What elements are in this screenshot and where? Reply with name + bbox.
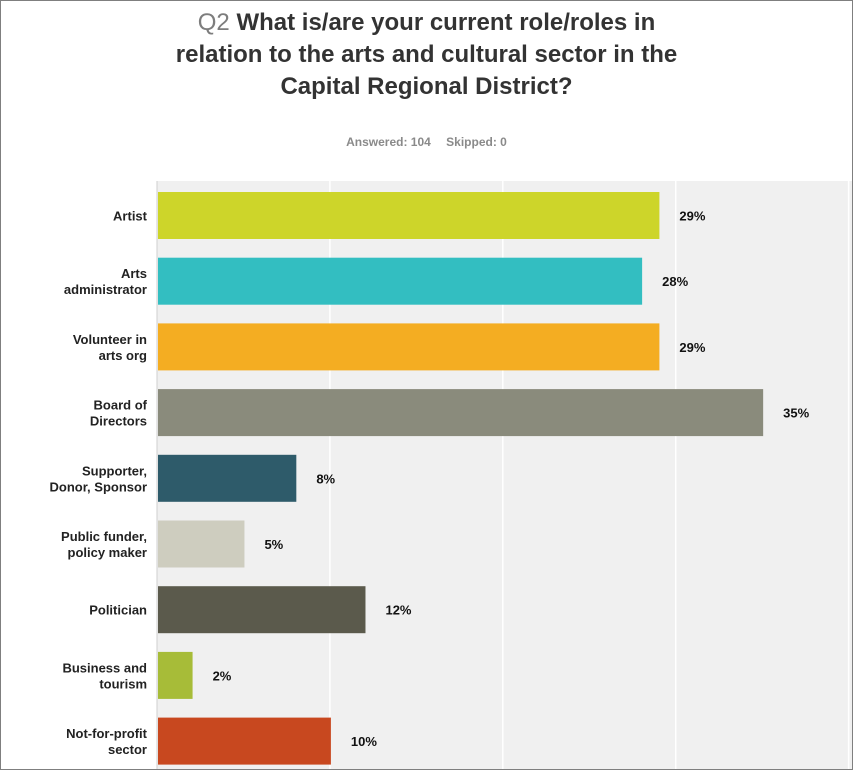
chart-title: Q2 What is/are your current role/roles i… <box>1 7 852 103</box>
question-number: Q2 <box>197 9 230 36</box>
category-label-line: Directors <box>90 414 147 429</box>
category-label-line: Public funder, <box>61 529 147 544</box>
category-label-6: Public funder,policy maker <box>61 529 147 560</box>
category-label-line: Supporter, <box>82 463 147 478</box>
bar-6 <box>158 520 245 568</box>
bar-9 <box>158 717 331 765</box>
bar-5 <box>158 454 297 502</box>
value-label-7: 12% <box>385 603 411 618</box>
bar-8 <box>158 651 193 699</box>
value-label-4: 35% <box>783 406 809 421</box>
category-label-line: Donor, Sponsor <box>50 479 148 494</box>
value-label-6: 5% <box>264 537 283 552</box>
bar-4 <box>158 389 764 437</box>
category-label-line: Arts <box>121 266 147 281</box>
question-text: What is/are your current role/roles in re… <box>175 9 678 100</box>
category-label-7: Politician <box>89 603 147 618</box>
category-label-line: tourism <box>99 676 147 691</box>
value-label-5: 8% <box>316 471 335 486</box>
category-label-line: Volunteer in <box>73 332 147 347</box>
category-label-line: Not-for-profit <box>66 726 148 741</box>
category-label-line: sector <box>108 742 147 757</box>
bar-1 <box>158 192 660 239</box>
category-label-1: Artist <box>113 209 148 224</box>
category-label-line: Business and <box>62 660 147 675</box>
bar-7 <box>158 586 366 634</box>
category-label-line: Board of <box>94 398 148 413</box>
category-label-line: arts org <box>99 348 147 363</box>
skipped-count: Skipped: 0 <box>446 135 507 149</box>
bar-2 <box>158 257 643 305</box>
value-label-8: 2% <box>213 668 232 683</box>
value-label-1: 29% <box>679 209 705 224</box>
category-label-line: policy maker <box>68 545 148 560</box>
value-label-3: 29% <box>679 340 705 355</box>
value-label-2: 28% <box>662 274 688 289</box>
bar-3 <box>158 323 660 371</box>
category-label-5: Supporter,Donor, Sponsor <box>50 463 148 494</box>
category-label-line: Artist <box>113 209 148 224</box>
category-label-line: administrator <box>64 282 147 297</box>
response-stats: Answered: 104 Skipped: 0 <box>1 135 852 149</box>
value-label-9: 10% <box>351 734 377 749</box>
category-label-line: Politician <box>89 603 147 618</box>
answered-count: Answered: 104 <box>346 135 431 149</box>
